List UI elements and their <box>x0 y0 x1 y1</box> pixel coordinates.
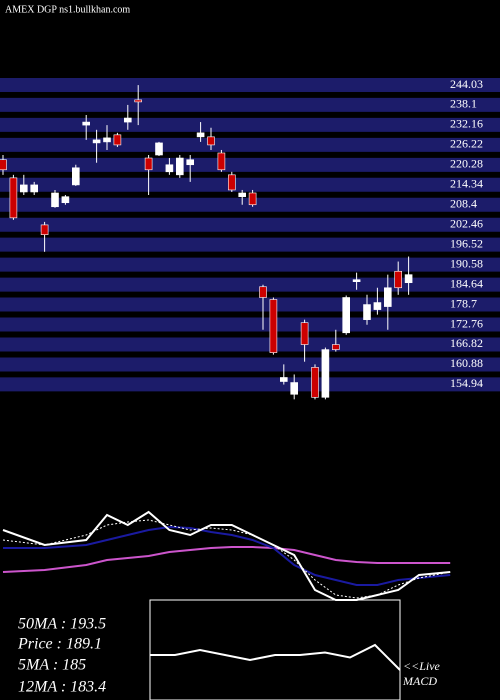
candle-body <box>196 132 205 138</box>
candle-body <box>155 142 163 156</box>
candle-body <box>0 159 7 171</box>
live-label: MACD <box>402 674 437 688</box>
candle-body <box>342 297 351 334</box>
line <box>2 519 451 599</box>
candle-body <box>394 270 403 289</box>
candle-body <box>40 224 49 235</box>
line <box>2 510 451 601</box>
candle-body <box>248 192 257 206</box>
candle-body <box>176 157 184 176</box>
macd-panel <box>149 599 401 700</box>
y-tick-label: 154.94 <box>450 376 483 390</box>
candle-body <box>186 159 194 166</box>
candle-body <box>300 322 309 345</box>
y-tick-label: 166.82 <box>450 336 483 350</box>
y-tick-label: 190.58 <box>450 256 483 270</box>
y-tick-label: 178.7 <box>450 296 477 310</box>
candle-body <box>19 184 28 193</box>
candle-body <box>92 139 101 144</box>
line <box>3 525 451 586</box>
candle-body <box>311 367 319 398</box>
stat: Price : 189.1 <box>17 636 102 653</box>
header: AMEX DGP ns1.bullkhan.com <box>5 4 130 15</box>
candle-body <box>217 152 226 171</box>
line <box>2 546 451 573</box>
candle-body <box>352 279 361 283</box>
candle-body <box>321 349 330 398</box>
y-tick-label: 244.03 <box>450 77 483 91</box>
candle-body <box>30 184 39 193</box>
y-tick-label: 232.16 <box>450 117 483 131</box>
candle-body <box>165 164 174 173</box>
y-tick-label: 214.34 <box>450 177 483 191</box>
y-tick-label: 220.28 <box>450 157 483 171</box>
y-tick-label: 208.4 <box>450 196 477 210</box>
candle-body <box>238 192 246 197</box>
y-tick-label: 172.76 <box>450 316 483 330</box>
candle-body <box>228 174 236 191</box>
stat: 5MA : 185 <box>18 657 86 674</box>
candle-body <box>207 136 215 146</box>
y-tick-label: 226.22 <box>450 137 483 151</box>
live-label: <<Live <box>403 659 441 673</box>
candle-body <box>103 137 111 143</box>
y-tick-label: 202.46 <box>450 216 483 230</box>
y-tick-label: 238.1 <box>450 97 477 111</box>
candle-body <box>124 117 132 123</box>
candle-body <box>113 134 122 146</box>
candle-body <box>279 377 288 382</box>
y-tick-label: 160.88 <box>450 356 483 370</box>
candle-body <box>144 157 153 171</box>
y-tick-label: 184.64 <box>450 276 483 290</box>
candle-body <box>331 344 340 350</box>
candle-body <box>61 196 70 204</box>
candle-body <box>383 287 392 307</box>
candle-body <box>51 192 59 208</box>
candle-body <box>134 99 142 103</box>
candle-body <box>259 286 267 298</box>
y-tick-label: 196.52 <box>450 236 483 250</box>
candle-body <box>363 304 371 320</box>
stat: 12MA : 183.4 <box>18 679 106 696</box>
candle-body <box>290 382 299 395</box>
candle-body <box>404 274 413 284</box>
candle-body <box>9 177 18 219</box>
candle-body <box>269 299 278 353</box>
stat: 50MA : 193.5 <box>18 616 106 633</box>
candle-body <box>72 167 80 186</box>
candle-body <box>82 121 90 126</box>
candle-body <box>373 302 382 310</box>
line <box>150 643 401 671</box>
